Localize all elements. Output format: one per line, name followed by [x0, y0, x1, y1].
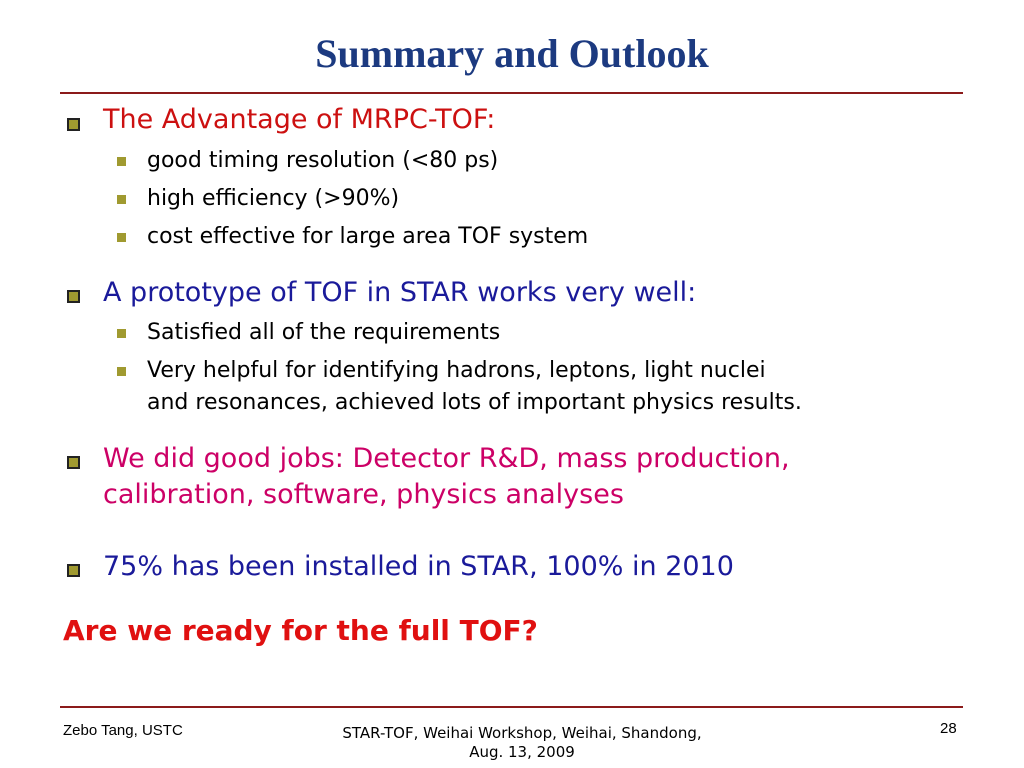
sub-item: and resonances, achieved lots of importa…: [147, 390, 802, 415]
footer-rule: [60, 706, 963, 708]
sub-item: Very helpful for identifying hadrons, le…: [147, 358, 766, 383]
section-heading: A prototype of TOF in STAR works very we…: [103, 277, 697, 308]
sub-item: high efficiency (>90%): [147, 186, 400, 211]
footer-event: Aug. 13, 2009: [469, 743, 575, 761]
bullet: [67, 456, 80, 469]
sub-item: Satisfied all of the requirements: [147, 320, 501, 345]
section-heading: The Advantage of MRPC-TOF:: [103, 104, 496, 135]
bullet: [67, 290, 80, 303]
title-rule: [60, 92, 963, 94]
sub-bullet: [117, 233, 126, 242]
footer-author: Zebo Tang, USTC: [63, 722, 183, 739]
bullet: [67, 564, 80, 577]
section-heading: calibration, software, physics analyses: [103, 479, 624, 510]
footer-event: STAR-TOF, Weihai Workshop, Weihai, Shand…: [342, 724, 702, 742]
slide-title: Summary and Outlook: [315, 31, 709, 76]
section-heading: We did good jobs: Detector R&D, mass pro…: [103, 443, 790, 474]
sub-item: cost effective for large area TOF system: [147, 224, 589, 249]
section-heading: 75% has been installed in STAR, 100% in …: [103, 551, 734, 582]
sub-item: good timing resolution (<80 ps): [147, 148, 499, 173]
sub-bullet: [117, 195, 126, 204]
bullet: [67, 118, 80, 131]
sub-bullet: [117, 367, 126, 376]
sub-bullet: [117, 157, 126, 166]
page-number: 28: [940, 720, 957, 737]
conclusion: Are we ready for the full TOF?: [63, 614, 538, 647]
sub-bullet: [117, 329, 126, 338]
